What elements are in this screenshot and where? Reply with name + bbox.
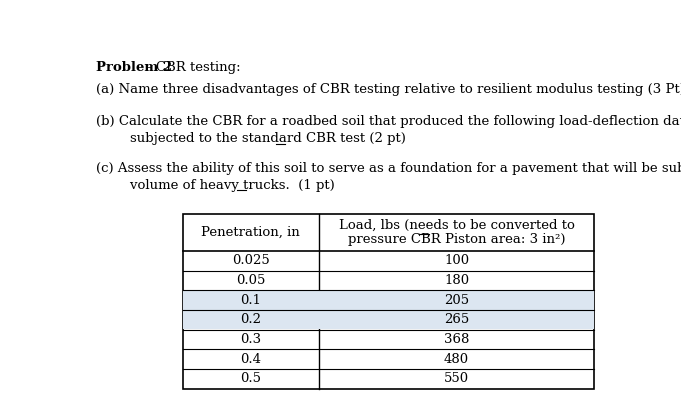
Text: Penetration, in: Penetration, in [202,226,300,239]
Text: Problem 2: Problem 2 [95,61,172,74]
Text: (c) Assess the ability of this soil to serve as a foundation for a pavement that: (c) Assess the ability of this soil to s… [95,162,681,175]
Text: (b) Calculate the CBR for a roadbed soil that produced the following load-deflec: (b) Calculate the CBR for a roadbed soil… [95,115,681,128]
Text: subjected to the standard CBR test (2 pt): subjected to the standard CBR test (2 pt… [95,132,406,145]
Text: 550: 550 [444,372,469,385]
Text: 0.1: 0.1 [240,294,262,307]
Text: 0.4: 0.4 [240,353,262,365]
Text: volume of heavy trucks.  (1 pt): volume of heavy trucks. (1 pt) [95,178,334,192]
Text: pressure CBR Piston area: 3 in²): pressure CBR Piston area: 3 in²) [348,234,565,246]
Text: 0.3: 0.3 [240,333,262,346]
Text: 265: 265 [444,313,469,326]
Bar [183,310,594,329]
Text: Load, lbs (needs to be converted to: Load, lbs (needs to be converted to [338,219,575,232]
Text: 205: 205 [444,294,469,307]
Text: 0.025: 0.025 [232,254,270,267]
Text: 100: 100 [444,254,469,267]
Text: (a) Name three disadvantages of CBR testing relative to resilient modulus testin: (a) Name three disadvantages of CBR test… [95,83,681,96]
Text: 0.5: 0.5 [240,372,262,385]
Text: - CBR testing:: - CBR testing: [147,61,240,74]
Text: 180: 180 [444,274,469,287]
Text: 368: 368 [444,333,469,346]
Bar [183,290,594,309]
Text: 0.2: 0.2 [240,313,262,326]
Text: 0.05: 0.05 [236,274,266,287]
Text: 480: 480 [444,353,469,365]
Bar [183,214,595,389]
